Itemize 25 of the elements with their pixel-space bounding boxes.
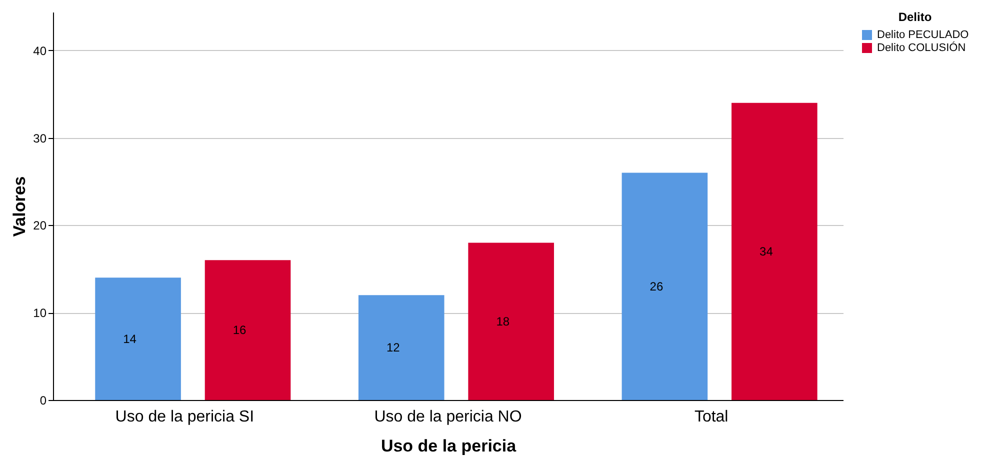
bar [622,172,708,400]
data-label: 26 [650,279,664,294]
data-label: 14 [123,332,137,346]
y-tick-label: 0 [40,394,47,408]
y-tick-label: 10 [33,306,47,320]
y-tick-label: 30 [33,131,47,146]
bar [468,242,554,400]
x-tick-label: Total [694,408,728,426]
bar [204,260,291,400]
legend-title: Delito [898,10,932,24]
x-tick-label: Uso de la pericia SI [115,408,254,426]
y-axis-title: Valores [10,176,30,237]
legend-label: Delito PECULADO [877,29,970,41]
y-tick-label: 20 [33,218,47,233]
x-tick-label: Uso de la pericia NO [374,408,522,426]
y-tick-label: 40 [33,44,47,58]
data-label: 12 [386,340,400,355]
data-label: 16 [232,323,247,338]
data-label: 34 [760,244,774,258]
bar [358,295,444,400]
bar [732,102,818,400]
data-label: 18 [496,314,510,328]
bar [95,278,181,400]
legend-label: Delito COLUSIÓN [877,41,966,54]
x-axis-title: Uso de la pericia [380,436,517,456]
